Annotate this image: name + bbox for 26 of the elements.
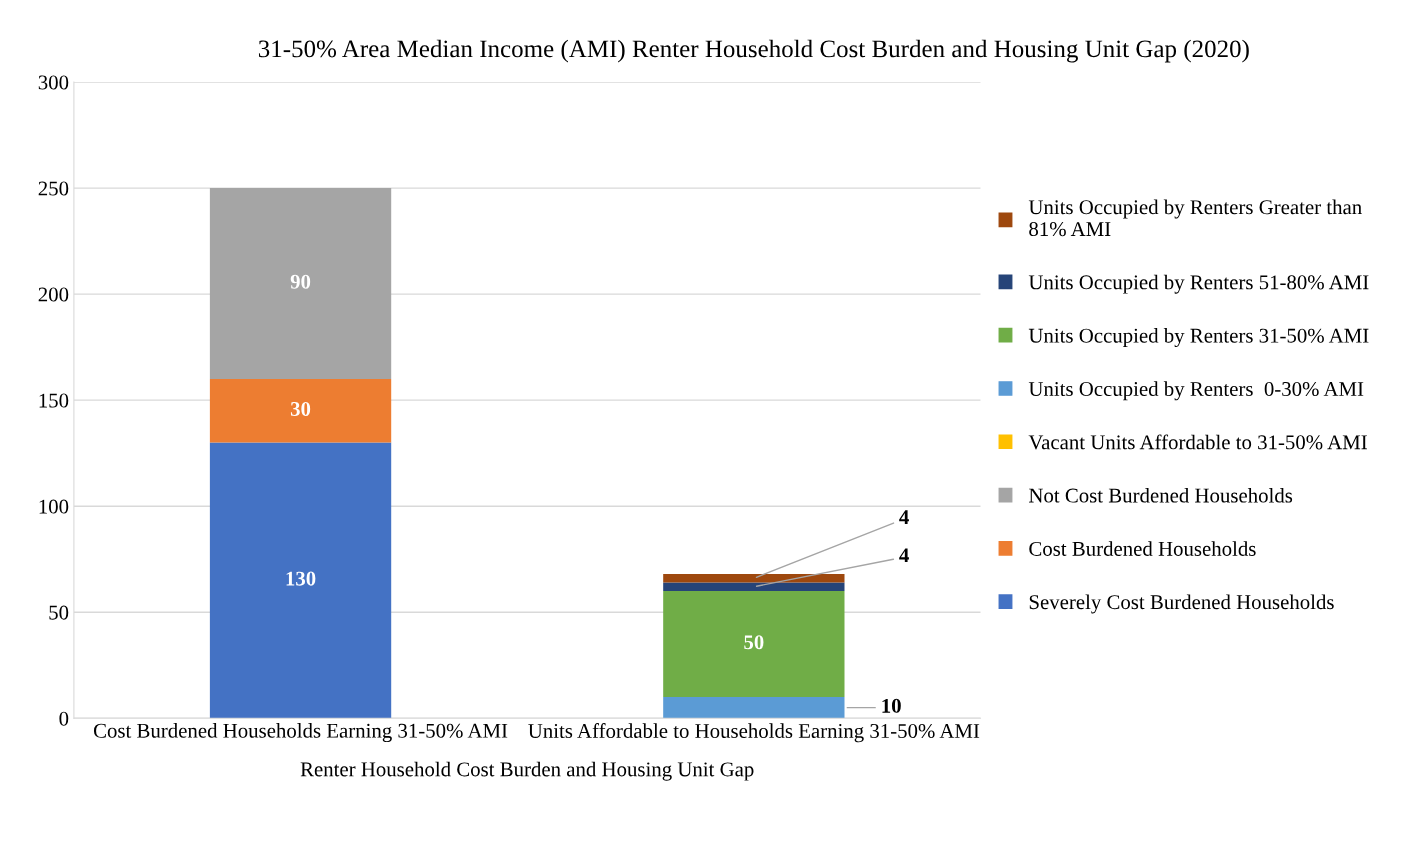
legend-label: Units Occupied by Renters 31-50% AMI bbox=[1028, 328, 1369, 347]
data-label: 50 bbox=[744, 635, 764, 650]
data-label: 10 bbox=[882, 698, 901, 713]
data-label: 90 bbox=[290, 274, 311, 289]
legend-label: Not Cost Burdened Households bbox=[1029, 487, 1293, 503]
legend-label: Severely Cost Burdened Households bbox=[1029, 594, 1334, 614]
x-tick-label: Cost Burdened Households Earning 31-50% AMI bbox=[93, 723, 508, 743]
x-axis-title: Renter Household Cost Burden and Housing Unit Gap bbox=[300, 761, 754, 781]
legend-label: Units Occupied by Renters Greater than 81% AMI bbox=[1028, 199, 1362, 237]
data-label: 30 bbox=[290, 401, 311, 416]
data-label: 130 bbox=[286, 571, 316, 586]
data-label: 4 bbox=[899, 510, 909, 524]
legend-label: Units Occupied by Renters 51-80% AMI bbox=[1028, 274, 1369, 294]
chart-title: 31-50% Area Median Income (AMI) Renter Household Cost Burden and Housing Unit Gap (2020) bbox=[258, 39, 1249, 63]
legend-label: Vacant Units Affordable to 31-50% AMI bbox=[1028, 434, 1367, 450]
y-tick-label: 300 bbox=[38, 75, 69, 90]
y-tick-label: 50 bbox=[49, 605, 69, 620]
legend-label: Cost Burdened Households bbox=[1029, 541, 1256, 556]
y-tick-label: 150 bbox=[39, 393, 69, 408]
legend-label: Units Occupied by Renters 0-30% AMI bbox=[1028, 381, 1364, 401]
y-tick-label: 200 bbox=[38, 287, 69, 302]
data-label: 4 bbox=[899, 548, 909, 563]
y-tick-label: 100 bbox=[39, 499, 69, 514]
x-tick-label: Units Affordable to Households Earning 31-50% AMI bbox=[528, 723, 980, 743]
y-tick-label: 0 bbox=[59, 711, 69, 726]
y-tick-label: 250 bbox=[38, 181, 69, 196]
